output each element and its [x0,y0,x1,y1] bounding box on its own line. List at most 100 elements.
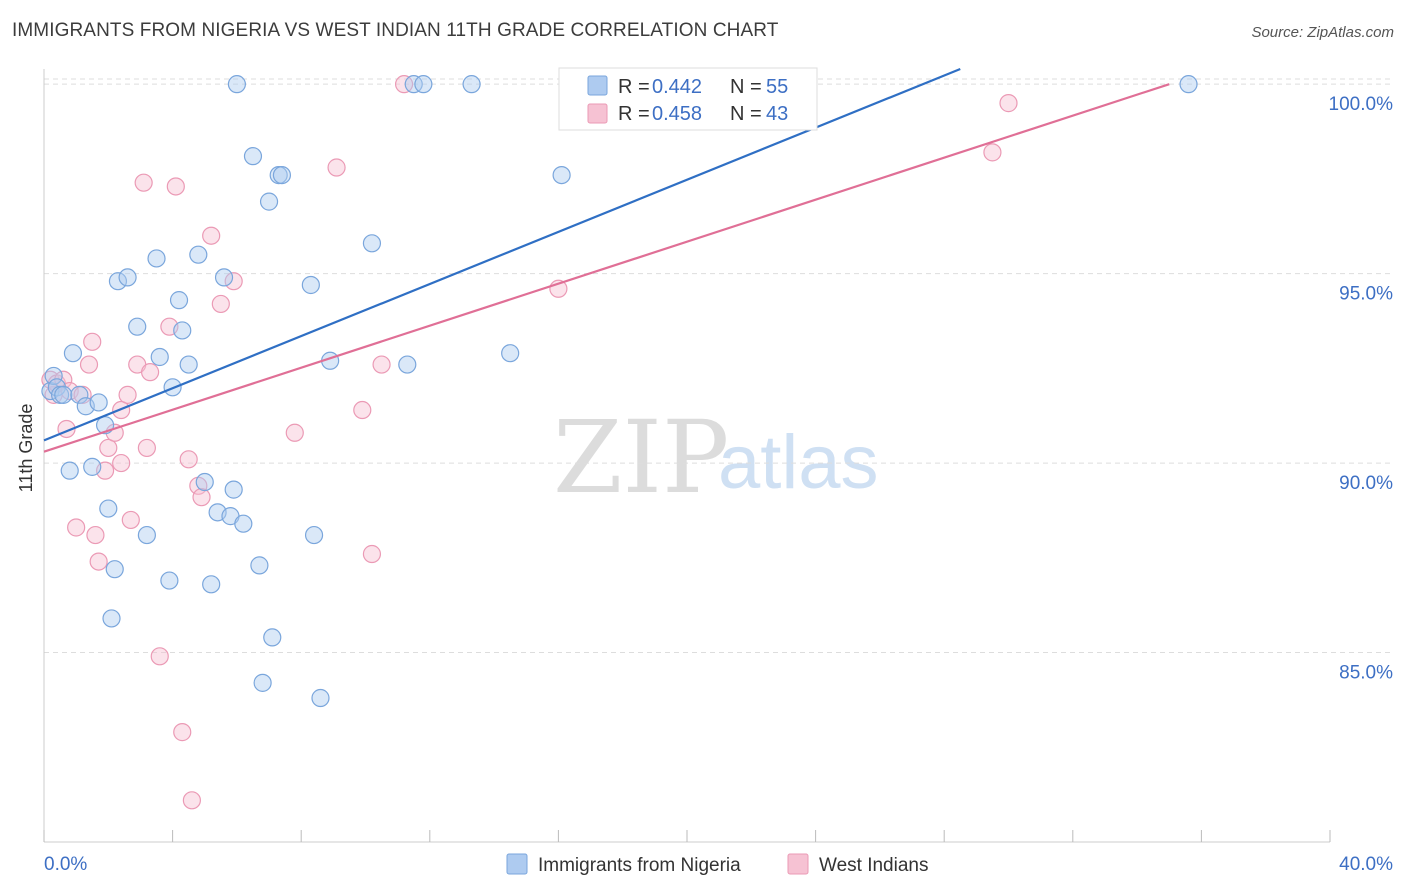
west-indians-trend-line [43,83,1170,453]
nigeria-point [301,275,320,295]
nigeria-point [362,234,382,253]
nigeria-point [102,609,121,628]
west-indians-point [67,518,86,537]
nigeria-points [41,75,1198,708]
west-indians-point [285,423,304,442]
legend-n-label-west-indians: N = [730,103,762,125]
trend-lines [43,67,1170,453]
west-indians-point [353,400,372,420]
source-label: Source: ZipAtlas.com [1251,24,1394,41]
x-tick-label-min: 0.0% [44,854,87,875]
legend-n-value-nigeria: 55 [766,76,788,98]
legend-r-value-west-indians: 0.458 [652,103,702,125]
x-tick-label-max: 40.0% [1339,854,1393,875]
west-indians-point [394,75,414,94]
legend-n-value-west-indians: 43 [766,103,788,125]
west-indians-point [137,438,156,458]
west-indians-point [105,423,124,442]
series-legend-swatch-nigeria [506,853,528,875]
west-indians-point [327,158,346,177]
series-legend: Immigrants from Nigeria West Indians [506,853,928,876]
west-indians-point [372,355,391,374]
chart-title: IMMIGRANTS FROM NIGERIA VS WEST INDIAN 1… [12,20,779,41]
series-legend-label-nigeria: Immigrants from Nigeria [538,855,741,876]
nigeria-point [83,457,102,476]
legend-r-label-west-indians: R = [618,103,650,125]
nigeria-point [147,249,166,268]
nigeria-point [44,366,63,386]
nigeria-point [1179,75,1198,94]
west-indians-point [140,363,160,382]
nigeria-point [224,480,243,499]
west-indians-point [362,544,382,564]
nigeria-point [552,165,571,185]
nigeria-point [243,147,263,166]
nigeria-point [253,673,272,692]
west-indians-point [54,370,73,389]
legend-swatch-nigeria [587,75,608,96]
west-indians-point [202,226,221,245]
nigeria-point [462,75,481,94]
series-legend-swatch-west-indians [787,853,809,875]
legend-r-label-nigeria: R = [618,76,650,98]
west-indians-point [182,791,201,810]
legend-n-label-nigeria: N = [730,76,762,98]
y-tick-label: 85.0% [1339,663,1393,684]
nigeria-point [160,571,179,590]
nigeria-point [54,385,73,404]
nigeria-point [105,560,124,579]
legend-r-value-nigeria: 0.442 [652,76,702,98]
nigeria-point [214,268,234,287]
nigeria-point [272,165,292,185]
nigeria-point [173,321,192,340]
y-tick-label: 100.0% [1329,94,1394,115]
y-tick-label: 95.0% [1339,284,1393,305]
west-indians-point [983,143,1002,162]
west-indians-point [83,332,102,351]
nigeria-point [150,347,169,367]
nigeria-point [404,75,423,94]
nigeria-point [263,628,282,647]
west-indians-point [86,525,105,545]
gridlines [44,78,1390,654]
nigeria-point [89,393,108,412]
nigeria-point [128,317,147,336]
stats-legend: R = 0.442 N = 55 R = 0.458 N = 43 [558,67,818,131]
west-indians-point [79,355,99,374]
nigeria-point [304,525,324,545]
nigeria-point [99,499,118,518]
nigeria-point [195,472,214,492]
west-indians-point [224,272,243,291]
nigeria-point [227,75,246,94]
west-indians-point [112,453,131,473]
west-indians-point [192,488,211,507]
west-indians-point [118,385,137,404]
nigeria-point [414,75,433,94]
west-indians-point [179,450,198,469]
nigeria-point [60,461,79,480]
nigeria-point [189,245,208,264]
nigeria-point [398,355,417,374]
watermark-atlas: atlas [718,420,879,505]
nigeria-point [70,385,89,404]
nigeria-point [118,268,137,287]
nigeria-point [169,291,189,310]
axes [43,69,1331,843]
nigeria-trend-line [43,67,961,442]
west-indians-point [999,94,1018,113]
series-legend-label-west-indians: West Indians [819,855,928,876]
west-indians-point [150,647,169,666]
y-tick-labels: 85.0% 90.0% 95.0% 100.0% [1329,94,1394,683]
west-indians-point [211,294,230,314]
nigeria-point [250,556,269,575]
west-indians-point [99,438,118,458]
west-indians-point [173,723,192,742]
nigeria-point [63,344,83,363]
west-indians-point [121,510,140,530]
nigeria-point [179,355,198,374]
nigeria-point [108,272,128,291]
watermark-zip: ZIP [553,399,729,516]
nigeria-point [202,575,221,594]
nigeria-point [137,525,156,545]
